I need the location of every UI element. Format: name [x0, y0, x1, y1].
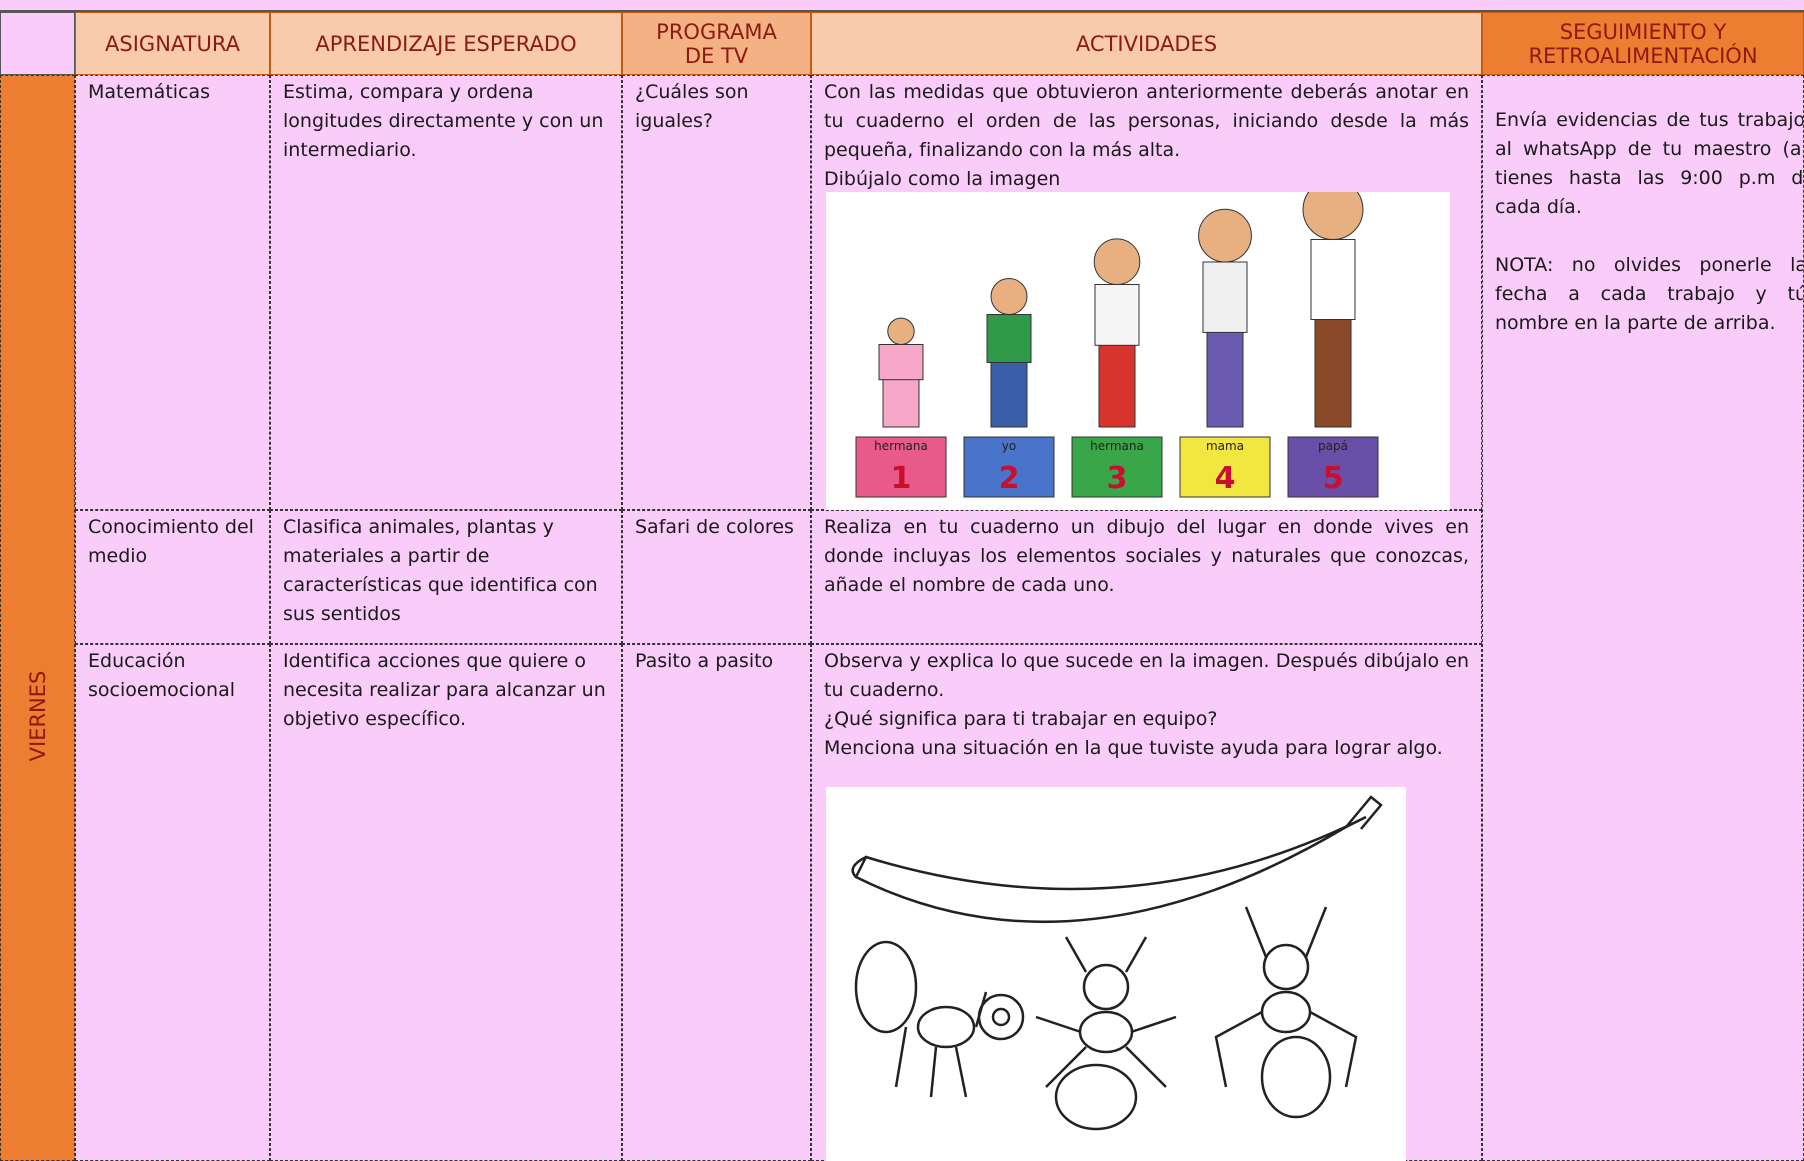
- header-cell: PROGRAMA DE TV: [622, 12, 811, 75]
- program-cell: Safari de colores: [622, 510, 811, 644]
- figure-head: [990, 278, 1028, 315]
- step-box: [1179, 436, 1271, 498]
- header-cell: ASIGNATURA: [75, 12, 270, 75]
- figure-body: [878, 344, 924, 381]
- header-cell: APRENDIZAJE ESPERADO: [270, 12, 622, 75]
- learning-cell: Clasifica animales, plantas y materiales…: [270, 510, 622, 644]
- day-cell: VIERNES: [0, 75, 75, 1161]
- step-number: 4: [1215, 461, 1236, 496]
- header-cell: ACTIVIDADES: [811, 12, 1482, 75]
- ants-image: [826, 787, 1406, 1161]
- step-box: [855, 436, 947, 498]
- followup-text: Envía evidencias de tus trabajos al what…: [1495, 109, 1804, 218]
- program-cell: Pasito a pasito: [622, 644, 811, 1161]
- activity-text: Observa y explica lo que sucede en la im…: [824, 650, 1469, 701]
- step-number: 3: [1107, 461, 1128, 496]
- corner-cell: [0, 12, 75, 75]
- step-number: 1: [891, 461, 912, 496]
- figure-body: [1094, 284, 1140, 346]
- top-band: [0, 0, 1804, 12]
- subject-cell: Conocimiento del medio: [75, 510, 270, 644]
- activities-cell: Realiza en tu cuaderno un dibujo del lug…: [811, 510, 1482, 644]
- subject-cell: Educación socioemocional: [75, 644, 270, 1161]
- figure-body: [986, 314, 1032, 363]
- activity-text: Dibújalo como la imagen: [824, 168, 1061, 190]
- figure-head: [887, 317, 915, 346]
- activity-text: Con las medidas que obtuvieron anteriorm…: [824, 81, 1469, 161]
- figure-head: [1302, 192, 1364, 240]
- figure-legs: [1206, 327, 1244, 428]
- header-cell: SEGUIMIENTO Y RETROALIMENTACIÓN: [1482, 12, 1804, 75]
- figure-head: [1093, 238, 1141, 285]
- figure-body: [1310, 239, 1356, 320]
- figure-legs: [990, 359, 1028, 428]
- learning-cell: Estima, compara y ordena longitudes dire…: [270, 75, 622, 510]
- subject-cell: Matemáticas: [75, 75, 270, 510]
- step-tag: hermana: [874, 439, 928, 453]
- followup-cell: Envía evidencias de tus trabajos al what…: [1482, 75, 1804, 1161]
- step-tag: mama: [1206, 439, 1244, 453]
- step-box: [1071, 436, 1163, 498]
- figure-legs: [1098, 341, 1136, 428]
- step-tag: hermana: [1090, 439, 1144, 453]
- activity-text: Menciona una situación en la que tuviste…: [824, 737, 1443, 759]
- activity-text: Realiza en tu cuaderno un dibujo del lug…: [824, 516, 1469, 596]
- people-image: hermana 1 yo 2 hermana 3 mama 4 papá 5: [826, 192, 1450, 510]
- activity-text: ¿Qué significa para ti trabajar en equip…: [824, 708, 1218, 730]
- day-label: VIERNES: [26, 670, 50, 762]
- figure-body: [1202, 261, 1248, 333]
- figure-head: [1198, 208, 1252, 263]
- learning-cell: Identifica acciones que quiere o necesit…: [270, 644, 622, 1161]
- program-cell: ¿Cuáles son iguales?: [622, 75, 811, 510]
- step-tag: yo: [1002, 439, 1016, 453]
- followup-text: NOTA: no olvides ponerle la fecha a cada…: [1495, 254, 1804, 334]
- step-box: [1287, 436, 1379, 498]
- step-number: 2: [999, 461, 1020, 496]
- figure-legs: [882, 377, 920, 428]
- step-box: [963, 436, 1055, 498]
- step-tag: papá: [1318, 439, 1348, 453]
- figure-legs: [1314, 314, 1352, 428]
- step-number: 5: [1323, 461, 1344, 496]
